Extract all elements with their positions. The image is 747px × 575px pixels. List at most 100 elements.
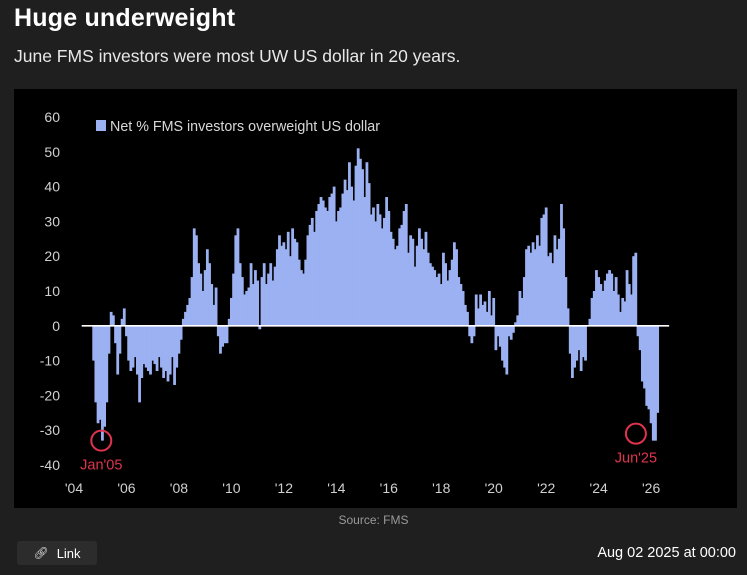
bar bbox=[612, 291, 616, 326]
bar bbox=[638, 325, 642, 351]
bar bbox=[282, 242, 286, 326]
bar bbox=[452, 242, 456, 326]
bar bbox=[444, 263, 448, 326]
link-button[interactable]: 🔗︎ Link bbox=[17, 541, 97, 565]
bar bbox=[380, 228, 384, 326]
bar bbox=[566, 308, 570, 326]
bar bbox=[146, 325, 150, 372]
bar bbox=[313, 231, 316, 326]
x-tick-label: '04 bbox=[65, 480, 83, 496]
bar bbox=[529, 252, 533, 326]
bar bbox=[304, 259, 308, 326]
bar bbox=[560, 204, 563, 326]
timestamp: Aug 02 2025 at 00:00 bbox=[597, 545, 736, 561]
bar-series bbox=[92, 148, 660, 441]
bar bbox=[385, 197, 388, 326]
bar bbox=[428, 263, 432, 326]
annotation-label: Jun'25 bbox=[615, 451, 657, 467]
source-note: Source: FMS bbox=[338, 513, 409, 527]
bar bbox=[485, 311, 489, 326]
annotations: Jan'05 Jun'25 bbox=[80, 422, 657, 474]
bar bbox=[153, 325, 157, 365]
bar bbox=[361, 169, 364, 326]
bar bbox=[240, 277, 244, 326]
bar bbox=[321, 200, 325, 326]
bar bbox=[319, 197, 323, 326]
bar bbox=[227, 318, 231, 326]
bar bbox=[463, 304, 467, 326]
bar bbox=[494, 325, 498, 351]
bar bbox=[98, 325, 102, 420]
bar bbox=[129, 325, 133, 372]
bar bbox=[164, 325, 168, 372]
x-tick-label: '16 bbox=[380, 480, 398, 496]
bar bbox=[455, 249, 458, 326]
bar bbox=[422, 249, 426, 326]
bar bbox=[402, 210, 406, 326]
bar bbox=[267, 273, 270, 326]
bar bbox=[162, 325, 166, 378]
bar bbox=[149, 325, 152, 375]
x-tick-label: '26 bbox=[642, 480, 660, 496]
legend: Net % FMS investors overweight US dollar bbox=[96, 119, 380, 135]
bar bbox=[284, 249, 288, 326]
bar bbox=[339, 207, 343, 326]
y-tick-label: 50 bbox=[44, 144, 60, 160]
bar bbox=[643, 325, 646, 389]
bar bbox=[363, 197, 367, 326]
bar bbox=[232, 273, 235, 326]
bar bbox=[223, 325, 227, 344]
bar bbox=[623, 301, 627, 326]
bar bbox=[219, 325, 222, 354]
bar bbox=[424, 231, 428, 326]
bar bbox=[446, 280, 450, 326]
bar bbox=[289, 256, 292, 326]
bar bbox=[334, 221, 338, 326]
bar bbox=[409, 235, 413, 326]
bar bbox=[396, 245, 399, 326]
bar bbox=[632, 256, 636, 326]
bar bbox=[166, 325, 170, 382]
bar bbox=[616, 294, 620, 326]
bar bbox=[546, 256, 550, 326]
bar bbox=[184, 311, 187, 326]
bar bbox=[391, 238, 395, 326]
bar bbox=[271, 280, 275, 326]
link-button-label: Link bbox=[56, 545, 81, 561]
y-tick-label: 40 bbox=[44, 179, 60, 195]
chart-subtitle: June FMS investors were most UW US dolla… bbox=[14, 46, 461, 66]
bar bbox=[538, 245, 542, 326]
bar bbox=[481, 304, 485, 326]
bar bbox=[649, 325, 653, 424]
bar bbox=[468, 325, 472, 337]
y-tick-label: 10 bbox=[44, 283, 60, 299]
bar bbox=[625, 270, 629, 326]
bar bbox=[588, 318, 592, 326]
legend-swatch bbox=[96, 120, 106, 131]
bar bbox=[337, 210, 340, 326]
bar bbox=[221, 325, 225, 347]
bar bbox=[573, 325, 576, 368]
bar bbox=[400, 224, 404, 326]
bar bbox=[168, 325, 172, 375]
bar bbox=[433, 270, 437, 326]
x-tick-label: '12 bbox=[275, 480, 293, 496]
bar bbox=[181, 318, 185, 326]
bar bbox=[435, 277, 439, 326]
bar bbox=[122, 308, 126, 326]
bar bbox=[315, 210, 319, 326]
bar bbox=[603, 280, 607, 326]
bar bbox=[487, 291, 491, 326]
bar bbox=[503, 325, 507, 368]
bar bbox=[411, 238, 415, 326]
bar bbox=[280, 245, 284, 326]
bar bbox=[210, 284, 214, 326]
bar bbox=[621, 297, 625, 326]
bar bbox=[597, 277, 601, 326]
bar bbox=[542, 214, 546, 326]
bar bbox=[358, 158, 362, 326]
bar bbox=[549, 252, 552, 326]
bar bbox=[254, 270, 257, 326]
annotation-circle bbox=[624, 422, 647, 445]
bar bbox=[341, 193, 345, 326]
